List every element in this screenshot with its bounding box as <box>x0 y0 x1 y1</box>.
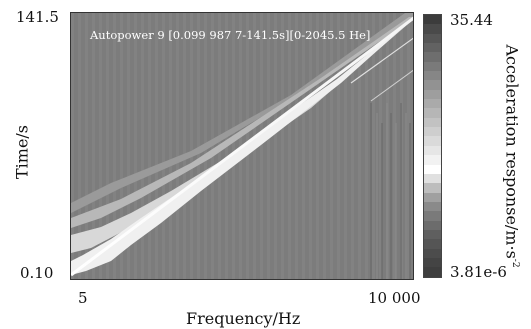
colorbar-band <box>424 33 441 44</box>
y-tick-min: 0.10 <box>20 264 54 282</box>
vertical-artifacts <box>370 103 411 279</box>
sweep-ridge <box>71 16 413 277</box>
colorbar-band <box>424 61 441 72</box>
colorbar-title: Acceleration response/m·s-2 <box>503 44 522 267</box>
colorbar-band <box>424 89 441 100</box>
colorbar-band <box>424 43 441 53</box>
colorbar-band <box>424 173 441 184</box>
colorbar-band <box>424 80 441 90</box>
colorbar-band <box>424 267 441 277</box>
colorbar-band <box>424 71 441 81</box>
colorbar-min-label: 3.81e-6 <box>450 263 507 281</box>
colorbar-band <box>424 136 441 146</box>
colorbar-band <box>424 155 441 165</box>
colorbar-band <box>424 15 441 25</box>
spectral-spread-outer <box>71 13 413 213</box>
spectrogram-plot <box>70 12 414 280</box>
colorbar-band <box>424 99 441 109</box>
colorbar-band <box>424 145 441 156</box>
spectral-spread-inner <box>71 17 413 253</box>
colorbar-band <box>424 229 441 240</box>
colorbar-band <box>424 24 441 34</box>
colorbar <box>423 14 442 278</box>
colorbar-band <box>424 117 441 128</box>
colorbar-band <box>424 52 441 62</box>
colorbar-max-label: 35.44 <box>450 11 493 29</box>
harmonic-line-1 <box>350 37 413 84</box>
colorbar-band <box>424 248 441 258</box>
x-tick-max: 10 000 <box>368 289 421 307</box>
x-tick-min: 5 <box>78 289 88 307</box>
spectral-spread-mid <box>71 17 413 228</box>
colorbar-band <box>424 164 441 174</box>
colorbar-band <box>424 192 441 202</box>
plot-title: Autopower 9 [0.099 987 7-141.5s][0-2045.… <box>90 28 371 42</box>
y-axis-title: Time/s <box>12 124 32 180</box>
x-axis-title: Frequency/Hz <box>186 309 301 328</box>
harmonic-line-2 <box>370 69 413 102</box>
colorbar-band <box>424 220 441 230</box>
colorbar-band <box>424 239 441 249</box>
colorbar-band <box>424 201 441 212</box>
colorbar-band <box>424 108 441 118</box>
colorbar-band <box>424 257 441 268</box>
colorbar-band <box>424 127 441 137</box>
y-tick-max: 141.5 <box>16 8 59 26</box>
colorbar-band <box>424 211 441 221</box>
colorbar-title-main: Acceleration response/m·s <box>502 44 522 259</box>
colorbar-title-exponent: -2 <box>509 258 520 268</box>
spectrogram-canvas <box>71 13 413 279</box>
colorbar-band <box>424 183 441 193</box>
